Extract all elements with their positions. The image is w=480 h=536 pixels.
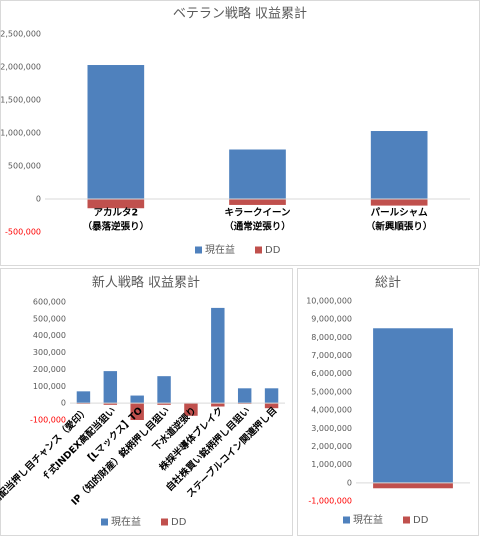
- bar: [229, 199, 286, 205]
- y-tick-label: 10,000,000: [306, 297, 352, 306]
- x-tick-label: （通常逆張り）: [224, 221, 291, 233]
- bar: [184, 403, 198, 416]
- bar: [229, 149, 286, 199]
- bar: [373, 482, 453, 489]
- chart-title: 総計: [375, 275, 401, 291]
- bar: [130, 395, 144, 404]
- legend-label: 現在益: [111, 515, 141, 528]
- legend-swatch: [101, 518, 108, 526]
- legend-swatch: [255, 246, 262, 254]
- x-tick-label: （新興順張り）: [366, 221, 433, 233]
- chart-title: ベテラン戦略 収益累計: [173, 6, 307, 22]
- y-tick-label: 600,000: [33, 298, 66, 307]
- x-tick-label: キラークイーン: [224, 208, 290, 219]
- legend-label: DD: [265, 245, 281, 256]
- y-tick-label: 0: [61, 399, 66, 408]
- y-tick-label: 1,000,000: [0, 129, 41, 138]
- legend-swatch: [195, 246, 202, 254]
- y-tick-label: 400,000: [33, 331, 66, 340]
- legend-swatch: [403, 516, 410, 524]
- y-tick-label: 3,000,000: [311, 424, 352, 433]
- y-tick-label: 5,000,000: [311, 387, 352, 396]
- bar: [264, 388, 279, 404]
- y-tick-label: 500,000: [8, 162, 41, 171]
- bar: [76, 391, 91, 404]
- y-tick-label: 300,000: [33, 348, 66, 357]
- legend-label: DD: [171, 517, 187, 528]
- x-tick-label: パールシャム: [371, 207, 429, 219]
- bar: [103, 403, 118, 405]
- y-tick-label: 0: [36, 195, 41, 204]
- y-tick-label: -100,000: [30, 416, 66, 425]
- legend-label: 現在益: [353, 513, 383, 526]
- y-tick-label: 0: [347, 478, 352, 487]
- y-tick-label: 1,500,000: [0, 96, 41, 105]
- bar: [373, 328, 453, 483]
- bar: [87, 65, 145, 200]
- y-tick-label: 100,000: [33, 382, 66, 391]
- bar: [370, 199, 428, 206]
- bar: [157, 376, 171, 404]
- legend-label: 現在益: [205, 243, 235, 256]
- y-tick-label: -500,000: [5, 228, 41, 237]
- y-tick-label: 6,000,000: [311, 369, 352, 378]
- y-tick-label: 2,000,000: [0, 63, 41, 72]
- bar: [103, 371, 118, 404]
- y-tick-label: -1,000,000: [308, 497, 352, 506]
- y-tick-label: 4,000,000: [311, 406, 352, 415]
- x-tick-label: アカルタ2: [94, 207, 139, 219]
- y-tick-label: 200,000: [33, 365, 66, 374]
- bar: [370, 131, 428, 199]
- y-tick-label: 2,500,000: [0, 30, 41, 39]
- legend-label: DD: [413, 515, 429, 526]
- y-tick-label: 8,000,000: [311, 333, 352, 342]
- y-tick-label: 9,000,000: [311, 315, 352, 324]
- y-tick-label: 2,000,000: [311, 442, 352, 451]
- legend-swatch: [161, 518, 168, 526]
- bar: [130, 403, 144, 420]
- bar: [211, 403, 225, 407]
- legend-swatch: [343, 516, 350, 524]
- y-tick-label: 7,000,000: [311, 351, 352, 360]
- bar: [237, 388, 252, 404]
- chart-title: 新人戦略 収益累計: [92, 275, 200, 291]
- bar: [264, 403, 279, 409]
- bar: [87, 199, 145, 209]
- bar: [211, 307, 225, 404]
- x-tick-label: （暴落逆張り）: [83, 221, 150, 233]
- y-tick-label: 1,000,000: [311, 460, 352, 469]
- y-tick-label: 500,000: [33, 314, 66, 323]
- bar: [157, 403, 171, 405]
